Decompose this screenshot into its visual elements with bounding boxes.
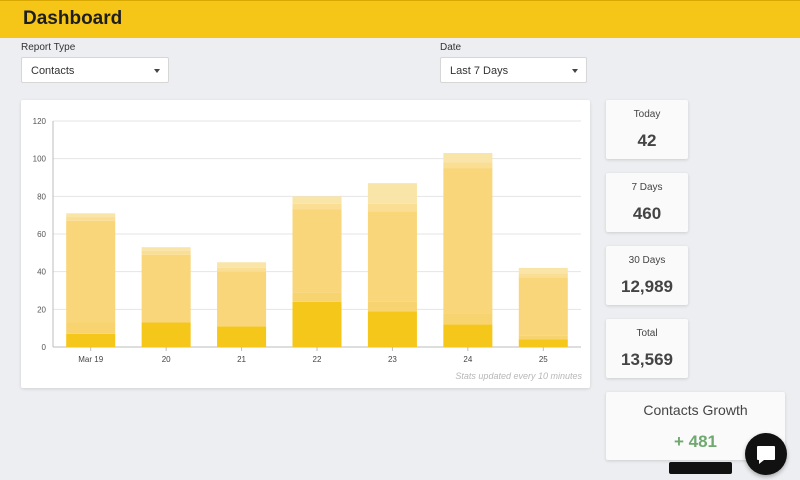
- y-tick-label: 120: [33, 117, 47, 126]
- bar-segment: [66, 333, 116, 347]
- chat-button[interactable]: [745, 433, 787, 475]
- report-type-value: Contacts: [31, 65, 75, 77]
- growth-value: + 481: [673, 432, 717, 451]
- stat-label: Today: [633, 109, 661, 120]
- bar-segment: [217, 326, 267, 347]
- bar-segment: [367, 203, 417, 212]
- stat-value: 13,569: [621, 350, 673, 369]
- bar-segment: [292, 196, 342, 204]
- bar-segment: [518, 339, 568, 347]
- bar-segment: [367, 301, 417, 312]
- chat-tooltip: [669, 462, 732, 474]
- stacked-bar-chart: 0 20 40 60 80 100 120 Mar 19 20 21 22 23 24 25: [33, 117, 581, 364]
- bar-segment: [141, 254, 191, 323]
- bar-segment: [367, 183, 417, 204]
- date-label: Date: [440, 42, 462, 53]
- x-tick-label: Mar 19: [78, 355, 103, 364]
- stat-value: 12,989: [621, 277, 673, 296]
- bar-segment: [443, 168, 493, 314]
- bar-segment: [443, 324, 493, 347]
- bar-segment: [443, 153, 493, 163]
- bar-segment: [292, 209, 342, 293]
- y-tick-label: 20: [37, 305, 46, 314]
- y-tick-label: 60: [37, 230, 46, 239]
- stat-card-total: Total 13,569: [606, 319, 688, 378]
- y-tick-label: 100: [33, 155, 47, 164]
- stat-card-today: Today 42: [606, 100, 688, 159]
- bar-segment: [217, 267, 267, 272]
- bar-segment: [367, 311, 417, 347]
- report-type-label: Report Type: [21, 42, 76, 53]
- report-type-select[interactable]: Contacts: [21, 57, 169, 83]
- x-tick-label: 24: [463, 355, 472, 364]
- page-title: Dashboard: [23, 8, 123, 29]
- bar-segment: [292, 292, 342, 302]
- bar-segment: [292, 301, 342, 347]
- bar-segment: [66, 220, 116, 323]
- stat-label: 7 Days: [631, 182, 663, 193]
- stat-label: Total: [636, 328, 658, 339]
- app-header: Dashboard: [0, 0, 800, 38]
- stat-card-30-days: 30 Days 12,989: [606, 246, 688, 305]
- bar-segment: [141, 250, 191, 255]
- chat-bubble-icon: [757, 446, 775, 464]
- bar-segment: [217, 262, 267, 268]
- bar-segment: [141, 247, 191, 251]
- stat-label: 30 Days: [628, 255, 666, 266]
- growth-label: Contacts Growth: [643, 402, 748, 418]
- stat-card-7-days: 7 Days 460: [606, 173, 688, 232]
- bar-segment: [443, 162, 493, 169]
- bar-segment: [367, 211, 417, 302]
- stat-value: 42: [637, 131, 657, 150]
- y-tick-label: 80: [37, 192, 46, 201]
- bar-segment: [66, 322, 116, 334]
- date-select[interactable]: Last 7 Days: [440, 57, 587, 83]
- y-tick-label: 0: [42, 343, 47, 352]
- caret-down-icon: [154, 69, 160, 73]
- chart-card: 0 20 40 60 80 100 120 Mar 19 20 21 22 23 24 25 Stats …: [21, 100, 590, 388]
- bar-segment: [518, 335, 568, 340]
- bar-segment: [443, 313, 493, 325]
- chart-footnote: Stats updated every 10 minutes: [455, 371, 582, 381]
- x-tick-label: 21: [237, 355, 246, 364]
- bar-segment: [66, 213, 116, 218]
- bar-segment: [518, 277, 568, 336]
- x-tick-label: 23: [388, 355, 397, 364]
- bar-segment: [518, 273, 568, 278]
- x-tick-label: 22: [313, 355, 322, 364]
- stat-value: 460: [632, 204, 662, 223]
- bar-segment: [66, 217, 116, 221]
- bar-segment: [518, 267, 568, 274]
- x-tick-label: 25: [539, 355, 548, 364]
- bar-segment: [141, 322, 191, 347]
- y-tick-label: 40: [37, 268, 46, 277]
- date-value: Last 7 Days: [450, 65, 509, 77]
- bar-segment: [292, 203, 342, 210]
- x-tick-label: 20: [162, 355, 171, 364]
- bar-segment: [217, 271, 267, 327]
- caret-down-icon: [572, 69, 578, 73]
